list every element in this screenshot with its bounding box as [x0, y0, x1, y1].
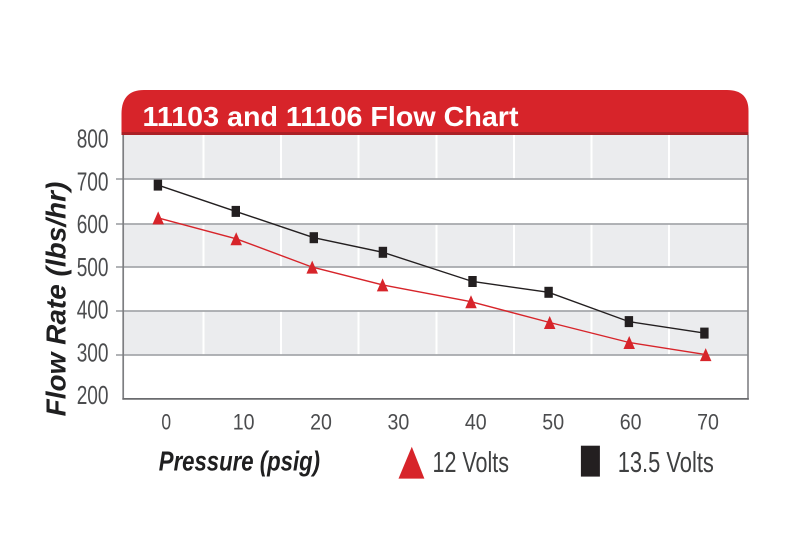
svg-text:13.5 Volts: 13.5 Volts	[618, 447, 714, 479]
svg-text:Flow Rate (lbs/hr): Flow Rate (lbs/hr)	[41, 182, 72, 417]
svg-text:10: 10	[233, 410, 255, 435]
svg-text:11103 and 11106 Flow Chart: 11103 and 11106 Flow Chart	[143, 101, 519, 132]
svg-text:40: 40	[465, 410, 487, 435]
svg-text:300: 300	[77, 339, 109, 367]
svg-text:500: 500	[77, 254, 109, 282]
svg-text:12 Volts: 12 Volts	[433, 447, 510, 479]
svg-text:200: 200	[77, 382, 109, 410]
svg-text:600: 600	[77, 211, 109, 239]
svg-text:30: 30	[388, 410, 410, 435]
svg-text:800: 800	[77, 126, 109, 154]
svg-text:400: 400	[77, 297, 109, 325]
svg-text:700: 700	[77, 168, 109, 196]
svg-text:70: 70	[697, 410, 719, 435]
svg-text:60: 60	[620, 410, 642, 435]
svg-text:0: 0	[161, 410, 171, 435]
svg-text:Pressure (psig): Pressure (psig)	[159, 446, 320, 477]
svg-text:20: 20	[310, 410, 332, 435]
svg-text:50: 50	[542, 410, 564, 435]
